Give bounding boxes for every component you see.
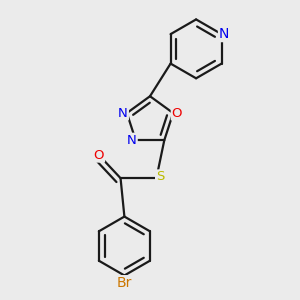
Text: Br: Br — [117, 276, 132, 290]
Text: N: N — [127, 134, 137, 147]
Text: O: O — [172, 106, 182, 119]
Text: N: N — [219, 27, 229, 41]
Text: S: S — [156, 170, 164, 183]
Text: N: N — [118, 106, 128, 119]
Text: O: O — [94, 148, 104, 162]
